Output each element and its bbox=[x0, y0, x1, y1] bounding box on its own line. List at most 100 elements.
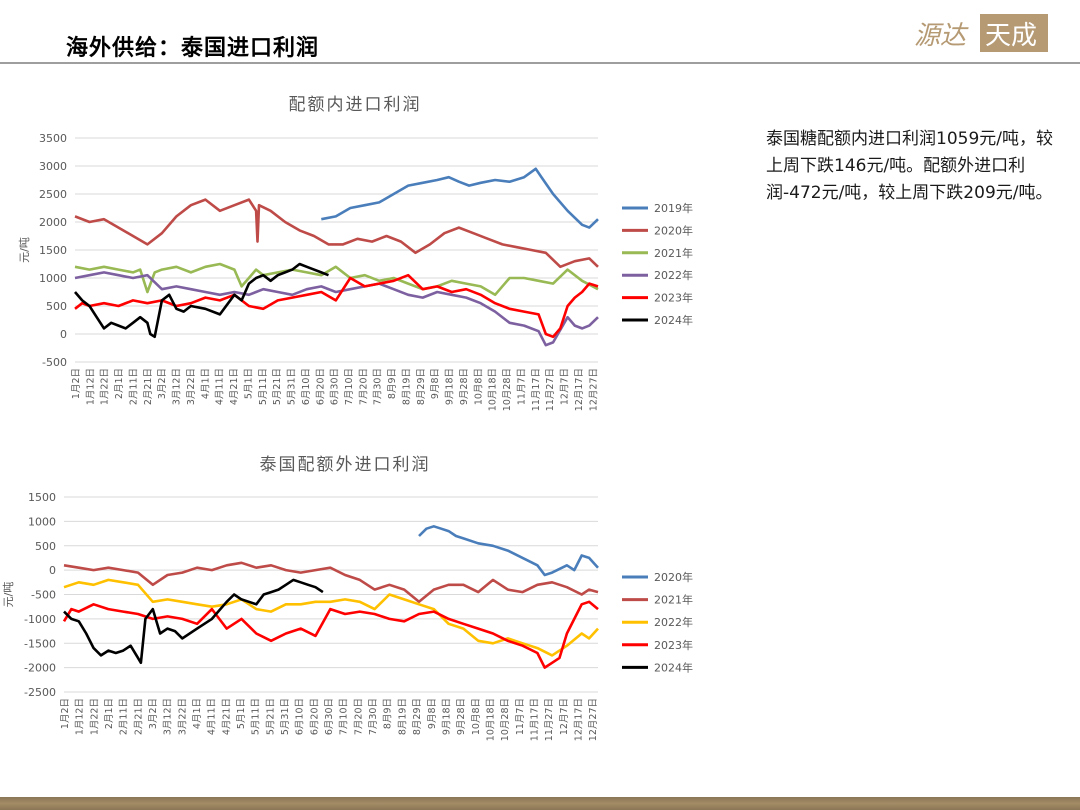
series-line bbox=[63, 561, 599, 604]
y-tick-label: -1500 bbox=[24, 637, 56, 650]
x-tick-label: 1月22日 bbox=[100, 368, 111, 405]
x-tick-label: 5月31日 bbox=[280, 698, 291, 735]
x-tick-label: 12月27日 bbox=[588, 698, 599, 741]
x-tick-label: 3月12日 bbox=[163, 698, 174, 735]
x-tick-label: 10月18日 bbox=[488, 368, 499, 411]
series-line bbox=[62, 600, 599, 669]
y-tick-label: 3500 bbox=[39, 132, 67, 145]
y-tick-label: 2000 bbox=[39, 216, 67, 229]
x-tick-label: 1月12日 bbox=[85, 368, 96, 405]
legend-label: 2020年 bbox=[654, 570, 693, 584]
x-tick-label: 8月9日 bbox=[383, 698, 394, 729]
x-tick-label: 4月11日 bbox=[207, 698, 218, 735]
svg-text:源达: 源达 bbox=[914, 21, 969, 51]
y-tick-label: 3000 bbox=[39, 160, 67, 173]
legend-label: 2021年 bbox=[654, 593, 693, 607]
x-tick-label: 5月21日 bbox=[265, 698, 276, 735]
x-tick-label: 5月11日 bbox=[251, 698, 262, 735]
x-tick-label: 2月11日 bbox=[119, 698, 130, 735]
series-line bbox=[63, 578, 599, 657]
x-tick-label: 7月30日 bbox=[368, 698, 379, 735]
series-line bbox=[74, 271, 599, 347]
y-axis-label: 元/吨 bbox=[18, 237, 31, 263]
x-tick-label: 10月28日 bbox=[500, 698, 511, 741]
y-tick-label: -1000 bbox=[24, 613, 56, 626]
x-tick-label: 9月8日 bbox=[430, 368, 441, 399]
x-tick-label: 11月7日 bbox=[516, 368, 527, 405]
x-tick-label: 6月10日 bbox=[295, 698, 306, 735]
page-title: 海外供给：泰国进口利润 bbox=[66, 36, 320, 61]
x-tick-label: 6月20日 bbox=[309, 698, 320, 735]
x-tick-label: 12月27日 bbox=[588, 368, 599, 411]
y-tick-label: 1000 bbox=[39, 272, 67, 285]
legend-label: 2020年 bbox=[654, 223, 693, 237]
y-tick-label: -2500 bbox=[24, 686, 56, 699]
legend-label: 2023年 bbox=[654, 291, 693, 305]
x-tick-label: 6月30日 bbox=[324, 698, 335, 735]
x-tick-label: 3月22日 bbox=[177, 698, 188, 735]
x-tick-label: 12月7日 bbox=[559, 698, 570, 735]
chart-title: 配额内进口利润 bbox=[289, 95, 422, 115]
x-tick-label: 1月22日 bbox=[89, 698, 100, 735]
x-tick-label: 12月7日 bbox=[560, 368, 571, 405]
x-tick-label: 4月1日 bbox=[200, 368, 211, 399]
x-tick-label: 12月17日 bbox=[573, 698, 584, 741]
x-tick-label: 5月21日 bbox=[272, 368, 283, 405]
x-tick-label: 11月27日 bbox=[545, 368, 556, 411]
company-logo: 源达 天成 bbox=[914, 14, 1048, 52]
x-tick-label: 7月10日 bbox=[344, 368, 355, 405]
x-tick-label: 4月1日 bbox=[192, 698, 203, 729]
x-tick-label: 2月1日 bbox=[104, 698, 115, 729]
x-tick-label: 3月2日 bbox=[157, 368, 168, 399]
x-tick-label: 12月17日 bbox=[574, 368, 585, 411]
x-tick-label: 10月8日 bbox=[471, 698, 482, 735]
x-tick-label: 5月31日 bbox=[287, 368, 298, 405]
x-tick-label: 9月18日 bbox=[441, 698, 452, 735]
series-line bbox=[74, 273, 599, 339]
x-tick-label: 8月29日 bbox=[416, 368, 427, 405]
y-tick-label: 500 bbox=[46, 300, 67, 313]
series-line bbox=[63, 578, 324, 665]
x-tick-label: 3月22日 bbox=[186, 368, 197, 405]
x-tick-label: 9月28日 bbox=[456, 698, 467, 735]
x-tick-label: 4月21日 bbox=[221, 698, 232, 735]
legend-label: 2022年 bbox=[654, 268, 693, 282]
x-tick-label: 2月1日 bbox=[114, 368, 125, 399]
svg-text:天成: 天成 bbox=[985, 21, 1037, 51]
commentary-text: 泰国糖配额内进口利润1059元/吨，较上周下跌146元/吨。配额外进口利润-47… bbox=[766, 129, 1053, 203]
x-tick-label: 7月30日 bbox=[373, 368, 384, 405]
series-line bbox=[418, 525, 599, 577]
x-tick-label: 7月20日 bbox=[353, 698, 364, 735]
legend-label: 2023年 bbox=[654, 638, 693, 652]
x-tick-label: 1月2日 bbox=[60, 698, 71, 729]
series-line bbox=[74, 262, 329, 339]
x-tick-label: 7月10日 bbox=[339, 698, 350, 735]
x-tick-label: 2月11日 bbox=[128, 368, 139, 405]
y-tick-label: 1000 bbox=[28, 515, 56, 528]
x-tick-label: 11月27日 bbox=[544, 698, 555, 741]
y-tick-label: 1500 bbox=[28, 491, 56, 504]
x-tick-label: 5月1日 bbox=[236, 698, 247, 729]
y-tick-label: 0 bbox=[49, 564, 56, 577]
chart-title: 泰国配额外进口利润 bbox=[260, 455, 431, 475]
legend-label: 2024年 bbox=[654, 313, 693, 327]
x-tick-label: 6月20日 bbox=[315, 368, 326, 405]
y-tick-label: 500 bbox=[35, 540, 56, 553]
legend-label: 2022年 bbox=[654, 615, 693, 629]
y-axis-label: 元/吨 bbox=[2, 582, 15, 608]
x-tick-label: 6月30日 bbox=[330, 368, 341, 405]
x-tick-label: 10月8日 bbox=[473, 368, 484, 405]
x-tick-label: 3月2日 bbox=[148, 698, 159, 729]
title-divider bbox=[0, 62, 1080, 64]
x-tick-label: 11月17日 bbox=[531, 368, 542, 411]
x-tick-label: 6月10日 bbox=[301, 368, 312, 405]
y-tick-label: -500 bbox=[42, 356, 67, 369]
x-tick-label: 1月2日 bbox=[71, 368, 82, 399]
x-tick-label: 10月28日 bbox=[502, 368, 513, 411]
x-tick-label: 2月21日 bbox=[133, 698, 144, 735]
x-tick-label: 11月7日 bbox=[515, 698, 526, 735]
x-tick-label: 8月19日 bbox=[397, 698, 408, 735]
y-tick-label: 0 bbox=[60, 328, 67, 341]
legend-label: 2019年 bbox=[654, 201, 693, 215]
